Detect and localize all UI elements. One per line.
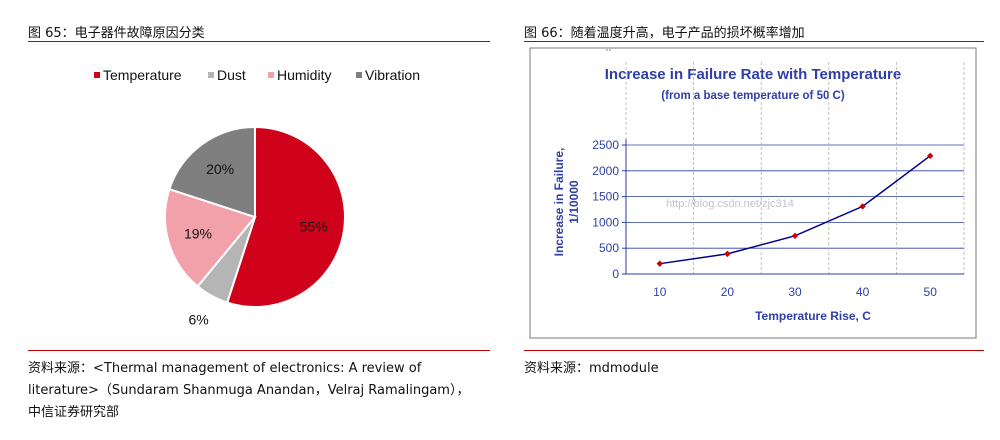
legend-swatch-dust	[208, 72, 214, 78]
pie-label-humidity: 19%	[184, 226, 212, 242]
pie-label-temperature: 55%	[300, 218, 328, 234]
y-axis-label-line-2: 1/10000	[567, 180, 581, 224]
pie-label-vibration: 20%	[206, 161, 234, 177]
right-figure-caption: 图 66：随着温度升高，电子产品的损坏概率增加	[524, 26, 805, 41]
axes	[622, 139, 964, 275]
x-tick-label-40: 40	[856, 285, 870, 299]
x-tick-labels: 10 20 30 40 50	[653, 285, 937, 299]
y-tick-label-2500: 2500	[592, 138, 619, 152]
chart-title: Increase in Failure Rate with Temperatur…	[605, 66, 901, 83]
left-caption-rule	[28, 41, 490, 42]
y-tick-label-0: 0	[612, 267, 619, 281]
left-source-rule	[28, 350, 490, 351]
right-caption-rule	[524, 41, 984, 42]
pie-data-labels: 55% 6% 19% 20%	[184, 161, 328, 328]
pie-slice-vibration	[168, 125, 256, 219]
pie-slice-temperature	[225, 125, 346, 308]
chart-frame	[529, 47, 977, 339]
pie-legend: Temperature Dust Humidity Vibration	[94, 67, 420, 83]
x-tick-label-30: 30	[788, 285, 802, 299]
x-axis-label: Temperature Rise, C	[755, 309, 871, 323]
gridlines	[626, 144, 964, 249]
right-source-rule	[524, 350, 984, 351]
pie-label-dust: 6%	[189, 312, 209, 328]
data-point-30	[791, 232, 799, 240]
y-axis-label-line-1: Increase in Failure,	[552, 148, 566, 257]
left-source-line-1: 资料来源：<Thermal management of electronics:…	[28, 361, 422, 376]
x-tick-label-10: 10	[653, 285, 667, 299]
chart-subtitle: (from a base temperature of 50 C)	[661, 90, 845, 102]
legend-swatch-humidity	[268, 72, 274, 78]
x-tick-label-20: 20	[721, 285, 735, 299]
left-source-line-3: 中信证券研究部	[28, 405, 120, 420]
y-tick-labels: 0 500 1000 1500 2000 2500	[592, 138, 619, 281]
legend-label-humidity: Humidity	[277, 67, 331, 83]
failure-rate-line-chart: Increase in Failure Rate with Temperatur…	[529, 47, 977, 339]
legend-label-dust: Dust	[217, 67, 246, 83]
right-figure-panel: 图 66：随着温度升高，电子产品的损坏概率增加 Increase in Fail…	[520, 0, 990, 440]
left-figure-source: 资料来源：<Thermal management of electronics:…	[28, 358, 490, 424]
x-tick-label-50: 50	[924, 285, 938, 299]
pie-slices	[164, 125, 346, 308]
legend-swatch-vibration	[356, 72, 362, 78]
right-figure-source: 资料来源：mdmodule	[524, 361, 659, 376]
pie-slice-humidity	[164, 187, 257, 288]
left-source-line-2: literature>（Sundaram Shanmuga Anandan，Ve…	[28, 383, 470, 398]
y-tick-label-1500: 1500	[592, 190, 619, 204]
left-figure-panel: 图 65：电子器件故障原因分类 Temperature Dust Humidity V…	[0, 0, 498, 440]
left-figure-caption: 图 65：电子器件故障原因分类	[28, 26, 205, 41]
y-tick-label-2000: 2000	[592, 164, 619, 178]
data-point-40	[859, 203, 866, 210]
y-tick-label-1000: 1000	[592, 215, 619, 229]
watermark-url: http://blog.csdn.net/zjc314	[666, 198, 794, 210]
y-tick-label-500: 500	[599, 241, 619, 255]
failure-cause-pie-chart: Temperature Dust Humidity Vibration 55% 6% 19…	[94, 67, 420, 328]
legend-label-vibration: Vibration	[365, 67, 420, 83]
legend-label-temperature: Temperature	[103, 67, 182, 83]
legend-swatch-temperature	[94, 72, 100, 78]
